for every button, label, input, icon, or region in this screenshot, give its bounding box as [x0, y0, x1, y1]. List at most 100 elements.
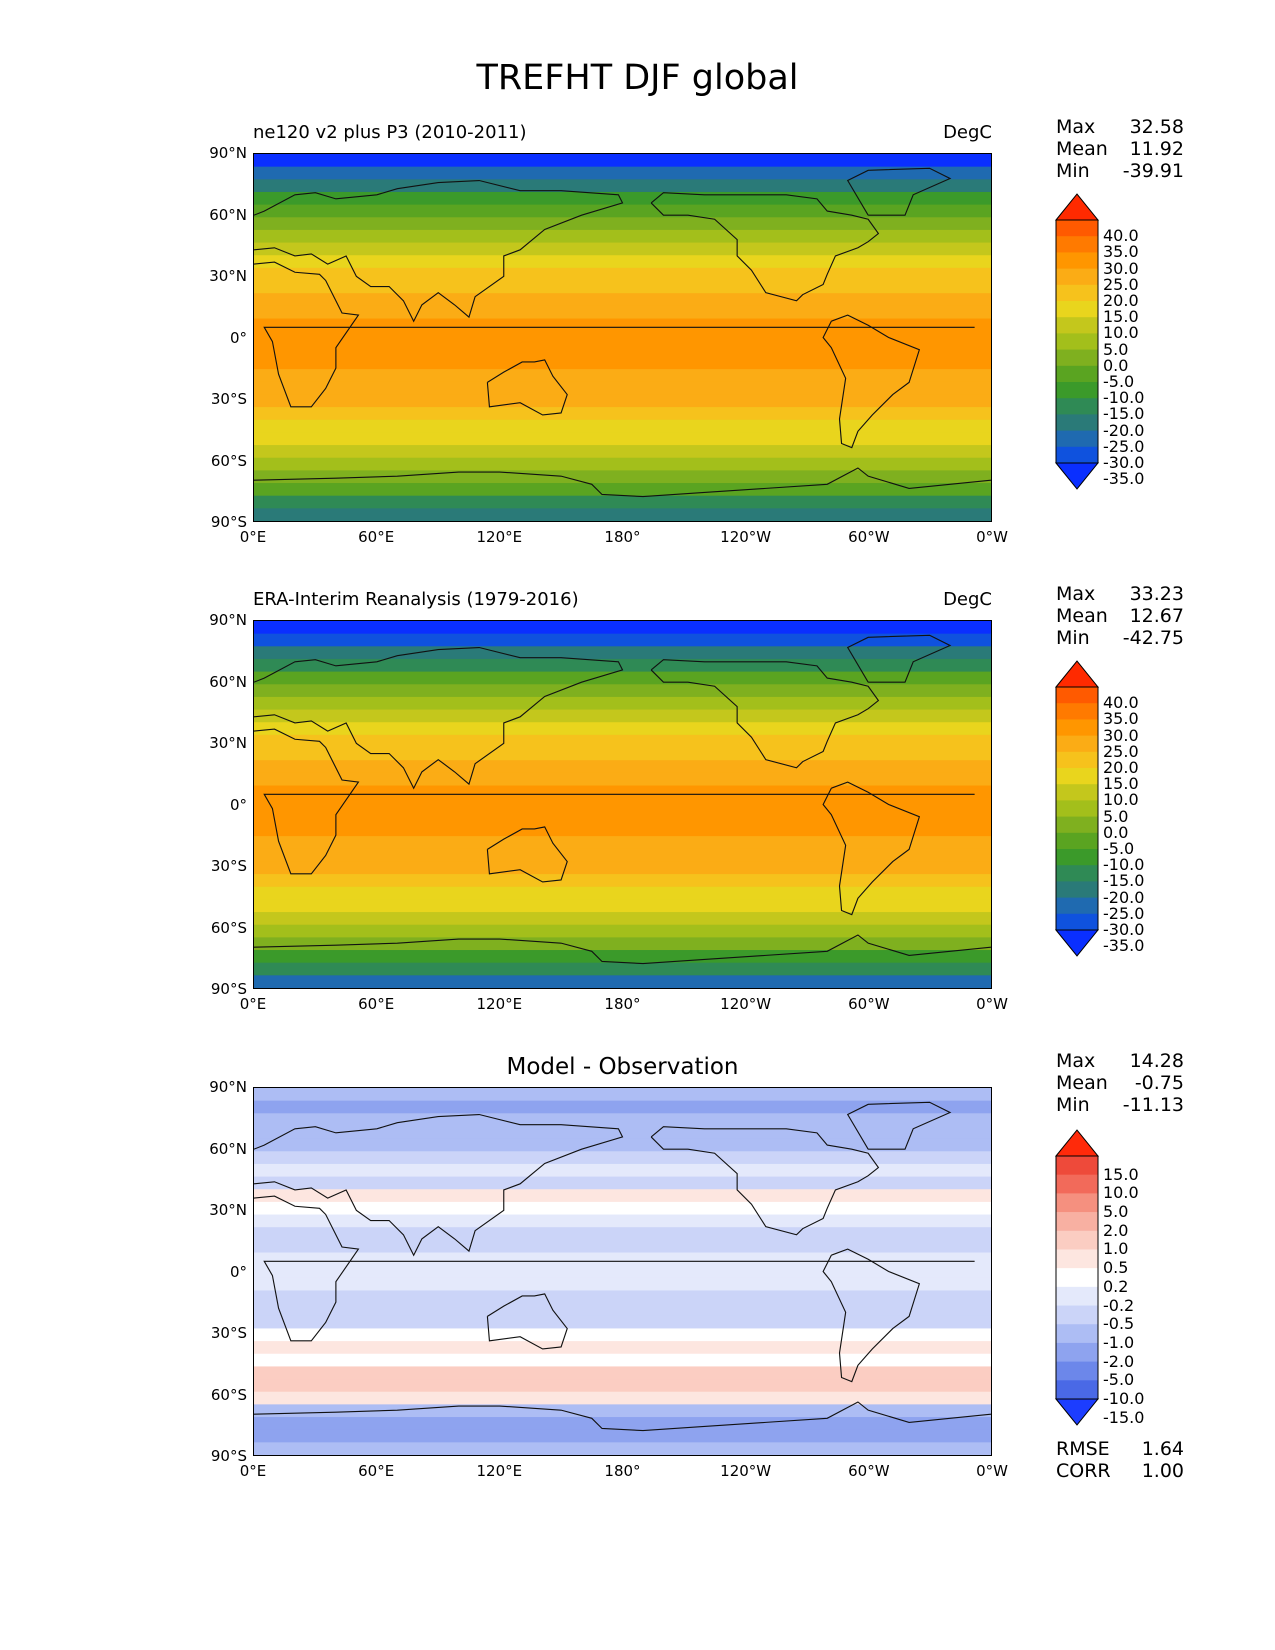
- stat-row: Mean -0.75: [1056, 1072, 1184, 1094]
- y-tick-label: 90°N: [209, 611, 247, 629]
- lat-band: [254, 1265, 991, 1279]
- colorbar-frame: [1055, 1155, 1099, 1400]
- stat-row: Min -11.13: [1056, 1094, 1184, 1116]
- colorbar-frame: [1055, 219, 1099, 464]
- x-tick-label: 60°W: [848, 1462, 890, 1480]
- colorbar-tick-label: 15.0: [1103, 307, 1139, 327]
- stat-value: -0.75: [1134, 1072, 1184, 1094]
- coastline: [822, 314, 921, 449]
- lat-band: [254, 1429, 991, 1443]
- colorbar-tick-label: -15.0: [1103, 404, 1145, 424]
- colorbar-tick-label: -25.0: [1103, 436, 1145, 456]
- colorbar-tick-label: 5.0: [1103, 806, 1129, 826]
- colorbar-segment: [1056, 236, 1098, 253]
- colorbar-tick-label: -15.0: [1103, 871, 1145, 891]
- colorbar-segment: [1056, 1305, 1098, 1325]
- colorbar-tick-label: -0.5: [1103, 1314, 1135, 1334]
- colorbar-tick-label: -30.0: [1103, 920, 1145, 939]
- colorbar-extend-max: [1055, 1129, 1099, 1157]
- coastline: [254, 646, 624, 790]
- y-tick-label: 0°: [229, 328, 247, 347]
- lat-band: [254, 722, 991, 736]
- colorbar-segment: [1056, 1193, 1098, 1213]
- lat-band: [254, 1353, 991, 1368]
- lat-band: [254, 166, 991, 180]
- colorbar-segment: [1056, 800, 1098, 817]
- coastline: [254, 728, 975, 875]
- colorbar-extend-min: [1055, 462, 1099, 490]
- colorbar-segment: [1056, 832, 1098, 850]
- lat-band: [254, 369, 991, 383]
- lat-band: [254, 381, 991, 396]
- lat-band: [254, 912, 991, 926]
- colorbar-segment: [1056, 768, 1098, 785]
- lat-band: [254, 1404, 991, 1418]
- lat-band: [254, 621, 991, 635]
- lat-band: [254, 1189, 991, 1203]
- colorbar-segment: [1056, 301, 1098, 318]
- colorbar-tick-label: 0.5: [1103, 1258, 1129, 1278]
- colorbar-segment: [1056, 897, 1098, 915]
- coastline: [486, 1293, 568, 1350]
- colorbar-tick-label: 40.0: [1103, 693, 1139, 713]
- y-tick-label: 90°S: [210, 980, 247, 998]
- lat-band: [254, 179, 991, 193]
- x-tick-label: 0°E: [239, 528, 267, 546]
- colorbar: [1055, 1129, 1115, 1426]
- x-tick-label: 180°: [604, 528, 641, 546]
- lat-band: [254, 419, 991, 434]
- colorbar-tick-label: -5.0: [1103, 1370, 1135, 1390]
- x-tick-label: 180°: [604, 995, 641, 1013]
- colorbar-tick-label: 25.0: [1103, 274, 1139, 294]
- lat-band: [254, 684, 991, 698]
- lat-band: [254, 457, 991, 471]
- map-svg: [254, 154, 991, 521]
- lat-band: [254, 696, 991, 711]
- lat-band: [254, 280, 991, 294]
- stat-value: 11.92: [1129, 138, 1184, 160]
- coastline: [650, 1126, 880, 1236]
- coastline: [650, 192, 880, 302]
- lat-band: [254, 1290, 991, 1304]
- stat-label: Mean: [1056, 605, 1108, 627]
- coastline: [254, 467, 991, 498]
- lat-band: [254, 962, 991, 976]
- lat-band: [254, 1341, 991, 1355]
- figure-title: TREFHT DJF global: [476, 58, 799, 98]
- x-tick-label: 60°E: [358, 528, 395, 546]
- colorbar-tick-label: 5.0: [1103, 1202, 1129, 1222]
- panel-title: Model - Observation: [506, 1054, 739, 1080]
- colorbar-tick-label: 40.0: [1103, 226, 1139, 246]
- lat-band: [254, 658, 991, 673]
- lat-band: [254, 747, 991, 761]
- colorbar-tick-label: 0.2: [1103, 1276, 1129, 1296]
- heatmap-field: [253, 1087, 992, 1456]
- metric-label: RMSE: [1056, 1438, 1110, 1460]
- lat-band: [254, 445, 991, 459]
- stat-value: -11.13: [1122, 1094, 1184, 1116]
- metric-label: CORR: [1056, 1460, 1111, 1482]
- lat-band: [254, 975, 991, 988]
- lat-band: [254, 229, 991, 244]
- stat-label: Max: [1056, 116, 1096, 138]
- lat-band: [254, 899, 991, 913]
- colorbar-segment: [1056, 365, 1098, 383]
- colorbar-tick-label: 15.0: [1103, 1164, 1139, 1184]
- stat-label: Min: [1056, 627, 1090, 649]
- x-tick-label: 0°W: [976, 528, 1008, 546]
- y-tick-label: 60°N: [209, 672, 247, 691]
- x-tick-label: 0°W: [976, 1462, 1008, 1480]
- colorbar-tick-label: 20.0: [1103, 291, 1139, 310]
- colorbar-segment: [1056, 349, 1098, 367]
- x-tick-label: 60°W: [848, 528, 890, 546]
- lat-band: [254, 798, 991, 812]
- colorbar-segment: [1056, 687, 1098, 704]
- stat-value: 14.28: [1129, 1050, 1184, 1072]
- colorbar-segment: [1056, 446, 1098, 464]
- stat-row: Mean 11.92: [1056, 138, 1184, 160]
- lat-band: [254, 848, 991, 863]
- colorbar-segment: [1056, 1230, 1098, 1250]
- y-tick-label: 90°N: [209, 144, 247, 162]
- coastline: [650, 659, 880, 769]
